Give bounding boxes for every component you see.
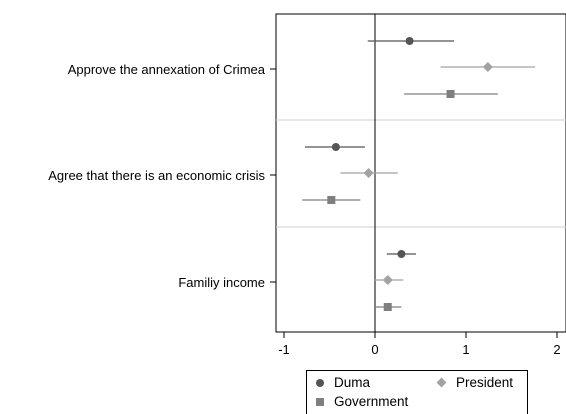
legend-label-duma: Duma bbox=[334, 375, 371, 390]
y-tick-marks bbox=[270, 68, 276, 283]
legend: Duma President Government bbox=[306, 370, 528, 414]
legend-item-duma: Duma bbox=[313, 375, 370, 390]
point-president-2 bbox=[363, 168, 374, 178]
legend-item-president: President bbox=[435, 375, 513, 390]
group-label-2: Agree that there is an economic crisis bbox=[48, 168, 265, 183]
point-president-1 bbox=[482, 62, 493, 72]
point-government-3 bbox=[383, 303, 392, 311]
diamond-marker-icon bbox=[435, 377, 451, 389]
group-separators bbox=[276, 119, 566, 228]
legend-item-government: Government bbox=[313, 394, 408, 409]
point-duma-3 bbox=[397, 250, 406, 258]
x-tick-label-4: 2 bbox=[553, 342, 560, 357]
point-president-3 bbox=[382, 275, 393, 285]
x-tick-label-3: 1 bbox=[462, 342, 469, 357]
legend-label-government: Government bbox=[334, 394, 409, 409]
group-label-1: Approve the annexation of Crimea bbox=[68, 62, 266, 77]
point-duma-2 bbox=[331, 143, 340, 151]
square-marker-icon bbox=[313, 396, 329, 408]
point-government-2 bbox=[327, 196, 336, 204]
estimate-marks bbox=[302, 37, 536, 311]
group-label-3: Familiy income bbox=[178, 275, 265, 290]
x-axis: -1 0 1 2 bbox=[278, 332, 561, 357]
circle-marker-icon bbox=[313, 377, 329, 389]
x-tick-label-2: 0 bbox=[371, 342, 378, 357]
point-duma-1 bbox=[405, 37, 414, 45]
point-government-1 bbox=[446, 90, 455, 98]
legend-label-president: President bbox=[456, 375, 514, 390]
group-labels: Approve the annexation of Crimea Agree th… bbox=[48, 62, 266, 290]
plot-frame bbox=[275, 13, 566, 333]
x-tick-label-1: -1 bbox=[278, 342, 290, 357]
